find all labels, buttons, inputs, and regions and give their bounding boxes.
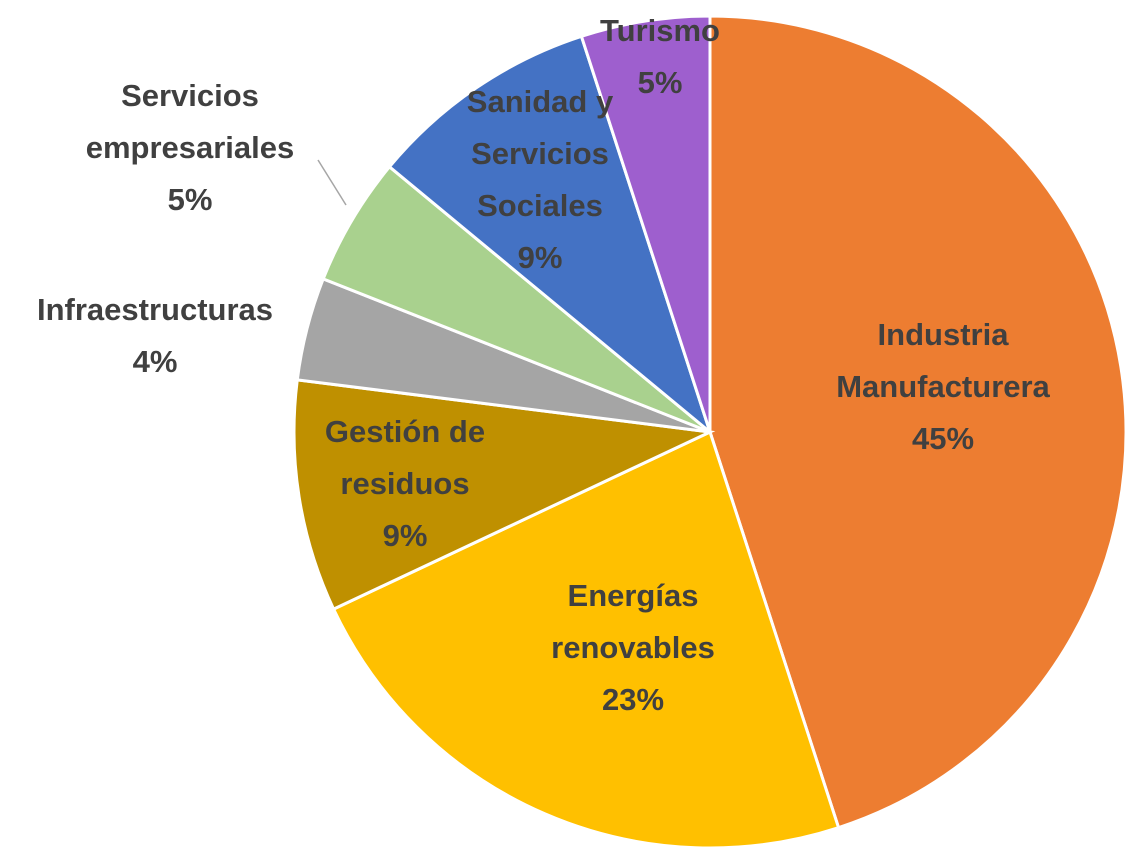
slice-value-label: 45% [912, 421, 974, 456]
slice-label: Infraestructuras [37, 292, 273, 327]
slice-label: Sanidad y Servicios Sociales [467, 84, 614, 223]
slice-label: Turismo [600, 13, 720, 48]
slice-value-label: 5% [168, 182, 213, 217]
leader-line [317, 159, 347, 206]
pie-slice [708, 14, 1125, 830]
pie-slice [331, 429, 841, 850]
slice-label: Industria Manufacturera [836, 317, 1050, 404]
slice-value-label: 23% [602, 682, 664, 717]
slice-value-label: 5% [638, 65, 683, 100]
slice-label: Servicios empresariales [86, 78, 295, 165]
slice-value-label: 9% [518, 240, 563, 275]
pie-slice [387, 34, 714, 437]
slice-value-label: 9% [383, 518, 428, 553]
slice-label: Energías renovables [551, 578, 715, 665]
slice-value-label: 4% [133, 344, 178, 379]
pie-slice [292, 378, 716, 612]
pie-slice [579, 14, 712, 433]
slice-label: Gestión de residuos [325, 414, 485, 501]
